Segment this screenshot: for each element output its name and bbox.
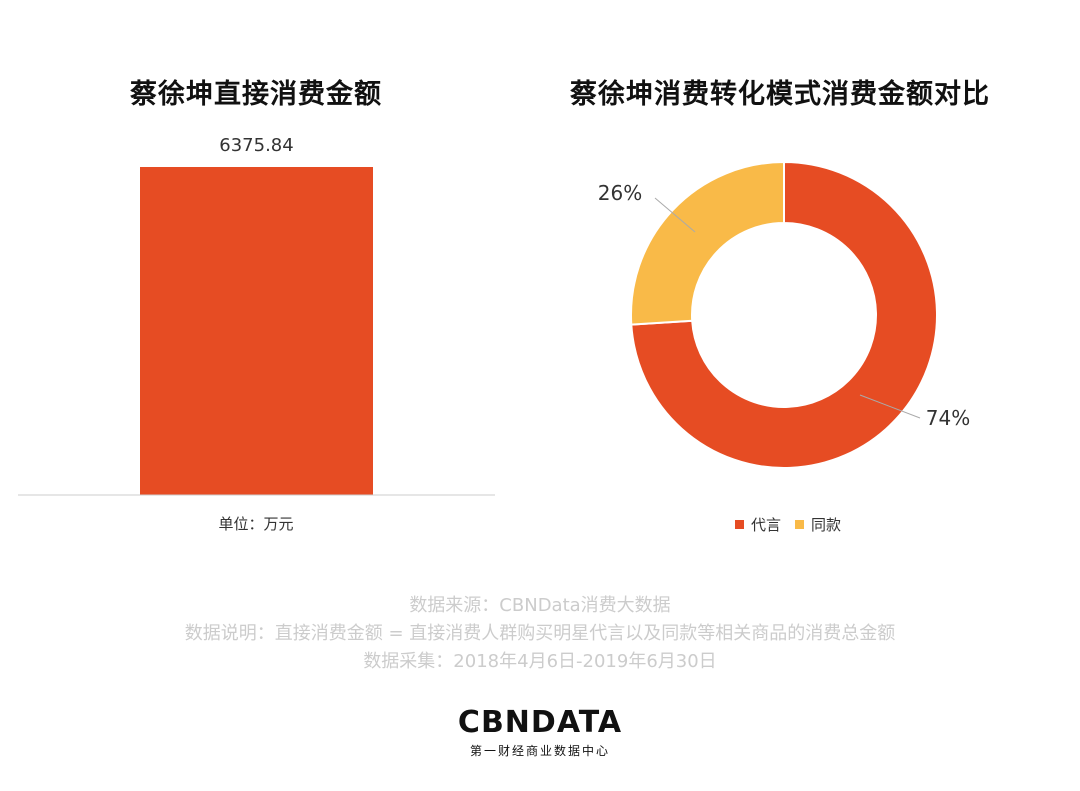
bar-value-label: 6375.84 xyxy=(219,135,293,156)
footnote-description: 数据说明：直接消费金额 = 直接消费人群购买明星代言以及同款等相关商品的消费总金… xyxy=(184,623,896,644)
legend-item-endorsement: 代言 xyxy=(735,514,781,535)
donut-slice-same-style xyxy=(630,160,785,326)
donut-chart: 74% 26% xyxy=(598,160,970,469)
slice-value-label: 74% xyxy=(926,406,970,430)
leader-line xyxy=(859,394,921,419)
legend-swatch-same-style xyxy=(795,520,805,529)
logo-tagline: 第一财经商业数据中心 xyxy=(469,744,610,758)
footnotes: 数据来源：CBNData消费大数据 数据说明：直接消费金额 = 直接消费人群购买… xyxy=(0,592,1080,676)
bar-chart-title: 蔡徐坤直接消费金额 xyxy=(130,79,382,110)
legend-label-endorsement: 代言 xyxy=(751,516,782,534)
donut-legend: 代言 同款 xyxy=(735,514,855,535)
donut-slice-endorsement xyxy=(630,160,938,469)
bar-chart: 6375.84 xyxy=(18,135,495,496)
leader-line xyxy=(654,197,696,233)
donut-chart-title: 蔡徐坤消费转化模式消费金额对比 xyxy=(570,79,990,110)
brand-logo: CBNDATA 第一财经商业数据中心 xyxy=(0,705,1080,759)
bar xyxy=(140,167,373,495)
unit-label: 单位：万元 xyxy=(218,515,294,533)
legend-item-same-style: 同款 xyxy=(795,514,841,535)
slice-value-label: 26% xyxy=(598,181,642,205)
legend-swatch-endorsement xyxy=(735,520,744,529)
logo-wordmark: CBNDATA xyxy=(457,705,623,740)
footnote-source: 数据来源：CBNData消费大数据 xyxy=(409,595,671,616)
legend-label-same-style: 同款 xyxy=(811,516,842,534)
footnote-period: 数据采集：2018年4月6日-2019年6月30日 xyxy=(363,651,717,672)
